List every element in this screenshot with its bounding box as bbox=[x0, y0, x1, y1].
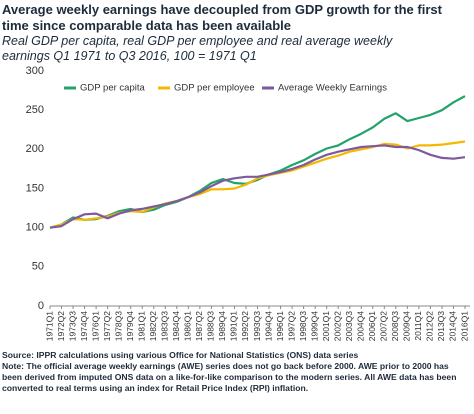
x-tick-label: 1982Q2 bbox=[148, 311, 158, 342]
x-tick-label: 2006Q1 bbox=[367, 311, 377, 342]
x-tick-label: 1988Q3 bbox=[206, 311, 216, 342]
x-tick-label: 1997Q2 bbox=[286, 311, 296, 342]
x-tick-label: 1974Q4 bbox=[79, 311, 89, 342]
chart-title: Average weekly earnings have decoupled f… bbox=[2, 2, 442, 33]
line-series bbox=[49, 95, 466, 229]
x-tick-label: 2001Q1 bbox=[321, 311, 331, 342]
x-tick-label: 1984Q4 bbox=[171, 311, 181, 342]
x-tick-label: 2014Q4 bbox=[448, 311, 458, 342]
x-tick-label: 1991Q1 bbox=[229, 311, 239, 342]
x-tick-label: 1971Q1 bbox=[44, 311, 54, 342]
x-tick-label: 2004Q4 bbox=[356, 311, 366, 342]
x-tick-label: 1987Q2 bbox=[194, 311, 204, 342]
x-tick-label: 1989Q4 bbox=[217, 311, 227, 342]
y-tick-label: 300 bbox=[26, 65, 44, 77]
y-tick-label: 150 bbox=[26, 182, 44, 194]
line-series bbox=[49, 144, 466, 229]
notes: Source: IPPR calculations using various … bbox=[2, 350, 470, 394]
legend-label: Average Weekly Earnings bbox=[278, 83, 387, 94]
x-tick-label: 1972Q2 bbox=[56, 311, 66, 342]
source-note: Source: IPPR calculations using various … bbox=[2, 350, 359, 360]
x-tick-label: 2012Q2 bbox=[425, 311, 435, 342]
x-tick-label: 1978Q3 bbox=[113, 311, 123, 342]
x-tick-label: 2007Q2 bbox=[379, 311, 389, 342]
line-series bbox=[49, 140, 466, 229]
x-tick-label: 2002Q2 bbox=[332, 311, 342, 342]
x-tick-label: 1986Q1 bbox=[183, 311, 193, 342]
x-tick-label: 1973Q3 bbox=[67, 311, 77, 342]
y-tick-label: 200 bbox=[26, 143, 44, 155]
chart: 0 50 100 150 200 250 300 1971Q1 1972Q2 1973Q3 1974… bbox=[26, 65, 470, 342]
y-tick-label: 50 bbox=[32, 261, 44, 273]
x-tick-label: 2016Q1 bbox=[459, 311, 469, 342]
x-tick-label: 1999Q4 bbox=[309, 311, 319, 342]
chart-subtitle: Real GDP per capita, real GDP per employ… bbox=[2, 34, 393, 63]
legend-label: GDP per capita bbox=[80, 83, 145, 94]
y-tick-label: 100 bbox=[26, 222, 44, 234]
x-tick-label: 2008Q3 bbox=[390, 311, 400, 342]
x-tick-label: 1979Q4 bbox=[125, 311, 135, 342]
x-tick-label: 2003Q3 bbox=[344, 311, 354, 342]
x-tick-label: 1977Q2 bbox=[102, 311, 112, 342]
x-tick-label: 2009Q4 bbox=[402, 311, 412, 342]
x-tick-label: 1994Q4 bbox=[263, 311, 273, 342]
x-tick-label: 2013Q3 bbox=[436, 311, 446, 342]
y-tick-label: 250 bbox=[26, 104, 44, 116]
note: Note: The official average weekly earnin… bbox=[2, 361, 457, 393]
x-tick-label: 1996Q1 bbox=[275, 311, 285, 342]
y-tick-label: 0 bbox=[38, 300, 44, 312]
x-tick-label: 1998Q3 bbox=[298, 311, 308, 342]
x-tick-label: 1983Q3 bbox=[160, 311, 170, 342]
x-tick-label: 1981Q1 bbox=[136, 311, 146, 342]
x-tick-label: 1976Q1 bbox=[90, 311, 100, 342]
legend-label: GDP per employee bbox=[174, 83, 255, 94]
x-tick-label: 2011Q1 bbox=[413, 311, 423, 341]
x-tick-label: 1992Q2 bbox=[240, 311, 250, 342]
x-tick-label: 1993Q3 bbox=[252, 311, 262, 342]
